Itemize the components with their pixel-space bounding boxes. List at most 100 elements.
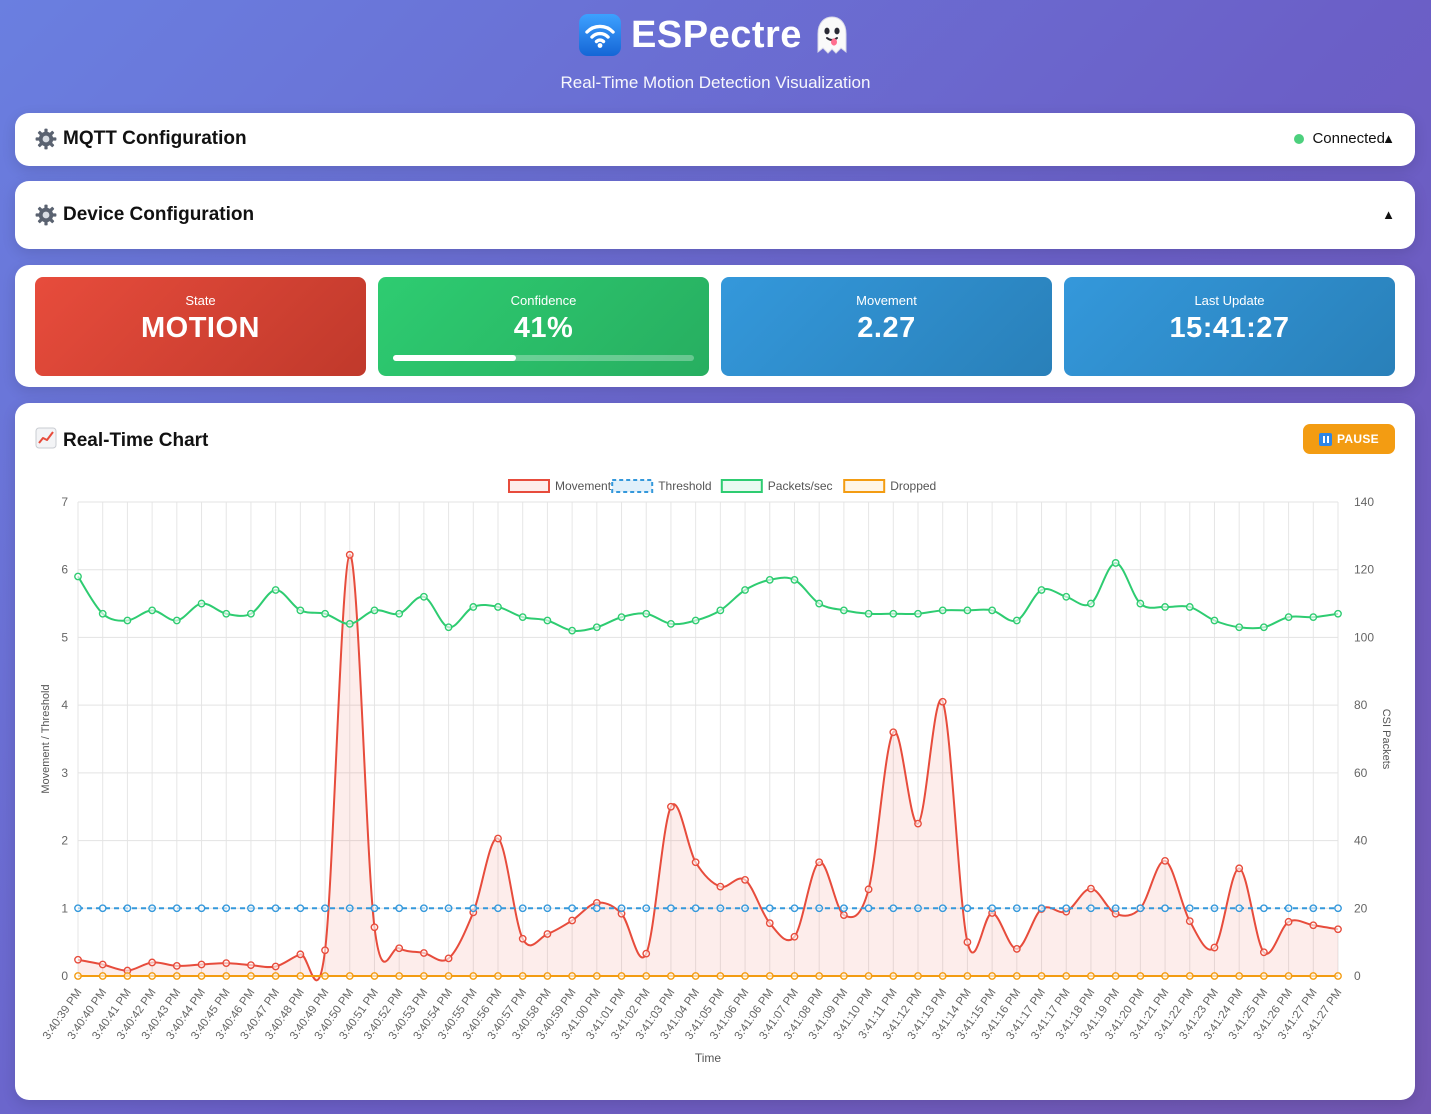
y-tick-label: 3 — [61, 766, 68, 780]
threshold-point — [518, 904, 527, 913]
movement-card: Movement 2.27 — [721, 277, 1052, 376]
y-tick-label: 7 — [61, 495, 68, 509]
dropped-point — [321, 972, 329, 980]
y-tick-label: 2 — [61, 834, 68, 848]
chart-title: Real-Time Chart — [35, 427, 208, 455]
dropped-point — [1161, 972, 1169, 980]
threshold-point — [988, 904, 997, 913]
threshold-point — [963, 904, 972, 913]
dropped-point — [172, 972, 181, 980]
packets-sec-point — [172, 616, 181, 625]
dropped-point — [370, 972, 379, 980]
legend-label: Packets/sec — [768, 479, 833, 493]
threshold-point — [617, 904, 626, 913]
movement-point — [1161, 856, 1169, 865]
packets-sec-point — [1210, 616, 1219, 625]
threshold-point — [1235, 904, 1244, 913]
dropped-point — [667, 972, 675, 980]
movement-point — [889, 728, 898, 737]
threshold-point — [1161, 904, 1169, 913]
y2-tick-label: 40 — [1354, 834, 1368, 848]
mqtt-config-label: MQTT Configuration — [63, 128, 247, 149]
dropped-point — [1309, 972, 1318, 980]
movement-point — [568, 916, 577, 925]
pause-button-label: PAUSE — [1337, 432, 1379, 446]
dropped-point — [864, 972, 873, 980]
packets-sec-point — [667, 619, 675, 628]
threshold-point — [1210, 904, 1219, 913]
movement-point — [1185, 917, 1194, 926]
app-title: ESPectre — [579, 10, 852, 60]
movement-point — [370, 923, 379, 932]
threshold-point — [148, 904, 157, 913]
threshold-point — [839, 904, 848, 913]
packets-sec-point — [691, 616, 700, 625]
threshold-point — [790, 904, 799, 913]
dropped-point — [1136, 972, 1145, 980]
confidence-card: Confidence 41% — [378, 277, 709, 376]
y2-axis-label: CSI Packets — [1380, 709, 1392, 770]
packets-sec-point — [1136, 599, 1145, 608]
packets-sec-point — [889, 609, 898, 618]
device-config-panel[interactable]: Device Configuration ▲ — [15, 181, 1415, 249]
movement-point — [938, 697, 947, 706]
connection-status: Connected — [1294, 130, 1385, 147]
threshold-point — [419, 904, 428, 913]
threshold-point — [642, 904, 651, 913]
threshold-point — [667, 904, 675, 913]
movement-point — [419, 949, 428, 957]
dropped-point — [568, 972, 577, 980]
packets-sec-point — [296, 606, 305, 615]
y2-tick-label: 120 — [1354, 563, 1374, 577]
threshold-point — [345, 904, 354, 913]
movement-point — [691, 858, 700, 867]
y2-tick-label: 140 — [1354, 495, 1374, 509]
packets-sec-point — [914, 609, 922, 618]
packets-sec-point — [790, 575, 799, 584]
dropped-point — [518, 972, 527, 980]
packets-sec-point — [123, 616, 132, 625]
movement-point — [345, 550, 354, 559]
packets-sec-point — [617, 613, 626, 622]
pause-button[interactable]: PAUSE — [1303, 424, 1395, 454]
dropped-point — [123, 972, 132, 980]
legend-label: Dropped — [890, 479, 936, 493]
movement-point — [321, 946, 329, 955]
mqtt-toggle-button[interactable]: ▲ — [1382, 131, 1395, 146]
threshold-point — [568, 904, 577, 913]
threshold-point — [370, 904, 379, 913]
threshold-point — [691, 904, 700, 913]
threshold-point — [1037, 904, 1046, 913]
state-value: MOTION — [141, 312, 260, 344]
dropped-point — [1235, 972, 1244, 980]
movement-point — [1284, 917, 1293, 926]
threshold-point — [889, 904, 898, 913]
y2-tick-label: 20 — [1354, 901, 1368, 915]
packets-sec-point — [222, 609, 231, 618]
confidence-bar — [393, 355, 694, 361]
movement-point — [197, 960, 206, 969]
packets-sec-point — [74, 572, 82, 581]
packets-sec-point — [1334, 609, 1342, 618]
packets-sec-point — [765, 575, 774, 584]
packets-sec-point — [642, 609, 651, 618]
packets-sec-point — [370, 606, 379, 615]
device-toggle-button[interactable]: ▲ — [1382, 207, 1395, 222]
packets-sec-point — [1185, 603, 1194, 611]
packets-sec-point — [419, 592, 428, 601]
dropped-point — [790, 972, 799, 980]
pause-icon — [1319, 432, 1333, 446]
dropped-point — [296, 972, 305, 980]
packets-sec-point — [271, 586, 280, 594]
packets-sec-line — [77, 561, 1339, 632]
movement-point — [765, 919, 774, 928]
dropped-point — [1334, 972, 1342, 980]
movement-value: 2.27 — [857, 312, 916, 344]
mqtt-config-panel[interactable]: MQTT Configuration ▲ — [15, 113, 1415, 166]
movement-point — [1309, 921, 1318, 930]
dropped-point — [889, 972, 898, 980]
movement-point — [741, 875, 749, 884]
dropped-point — [1062, 972, 1071, 980]
y-axis-label: Movement / Threshold — [40, 684, 52, 793]
gear-icon — [35, 128, 57, 150]
